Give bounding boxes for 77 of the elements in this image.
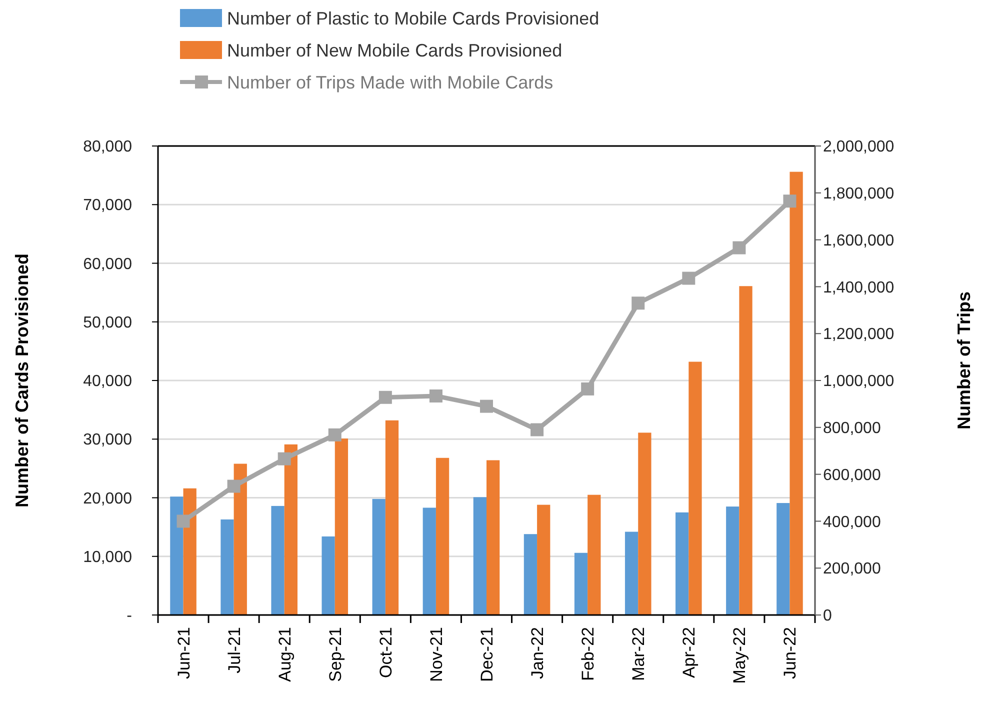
bar <box>473 497 486 615</box>
bar <box>183 488 196 615</box>
x-tick-label: Nov-21 <box>426 627 446 682</box>
bar <box>422 508 436 615</box>
bar <box>676 512 689 615</box>
x-tick-label: Dec-21 <box>478 627 496 682</box>
point <box>581 382 594 396</box>
bar <box>385 420 399 615</box>
point <box>632 296 645 310</box>
point <box>783 194 796 208</box>
y-tick-label: 30,000 <box>83 432 132 449</box>
bar <box>234 464 247 615</box>
x-tick-label: Oct-21 <box>376 627 396 678</box>
y2-tick-label: 1,800,000 <box>823 186 894 202</box>
bar <box>537 504 550 615</box>
x-tick-label: Feb-22 <box>578 627 598 681</box>
bar <box>436 458 450 615</box>
y-tick-label: 40,000 <box>83 373 132 390</box>
bar <box>638 432 652 615</box>
bar <box>170 496 184 615</box>
x-tick-label: Mar-22 <box>629 627 648 681</box>
bar <box>486 460 500 615</box>
x-tick-label: Jun-21 <box>174 627 194 679</box>
point <box>278 452 291 466</box>
bar <box>688 362 702 615</box>
y-tick-label: 10,000 <box>83 548 132 566</box>
y2-tick-label: 0 <box>823 608 832 625</box>
point <box>480 400 493 413</box>
legend-label: Number of Plastic to Mobile Cards Provisioned <box>227 8 600 28</box>
y2-tick-label: 600,000 <box>823 466 881 484</box>
y-tick-label: 70,000 <box>83 197 132 214</box>
point <box>176 514 190 528</box>
x-tick-label: Apr-22 <box>680 627 699 678</box>
bar <box>624 532 638 615</box>
point <box>682 272 696 285</box>
y2-tick-label: 1,200,000 <box>823 326 894 344</box>
y2-tick-label: 1,600,000 <box>823 232 894 250</box>
x-tick-label: Jul-21 <box>224 627 244 674</box>
bar <box>776 503 790 615</box>
point <box>227 480 240 493</box>
point <box>530 423 544 436</box>
bar <box>726 506 740 615</box>
point <box>732 241 746 254</box>
bar <box>334 438 348 615</box>
y2-axis-title: Number of Trips <box>954 291 974 430</box>
x-tick-label: Aug-21 <box>275 627 294 682</box>
legend-label: Number of Trips Made with Mobile Cards <box>227 72 554 92</box>
y2-tick-label: 2,000,000 <box>823 138 894 156</box>
x-tick-label: Jun-22 <box>780 627 800 679</box>
y2-tick-label: 1,400,000 <box>823 279 894 296</box>
y-tick-label: 50,000 <box>83 314 132 332</box>
bar <box>322 536 335 615</box>
bar <box>790 172 803 615</box>
x-tick-label: May-22 <box>730 627 750 684</box>
bar <box>524 534 538 615</box>
bar <box>739 286 752 615</box>
y2-tick-label: 800,000 <box>823 420 881 437</box>
y-tick-label: 20,000 <box>83 490 132 508</box>
bar <box>574 552 588 615</box>
point <box>429 389 442 402</box>
bar <box>271 506 284 615</box>
y-axis-title: Number of Cards Provisioned <box>12 253 32 508</box>
x-tick-label: Sep-21 <box>326 627 345 682</box>
bar <box>588 494 601 615</box>
y-tick-label: 60,000 <box>83 256 132 273</box>
legend-label: Number of New Mobile Cards Provisioned <box>227 40 562 60</box>
bar <box>372 498 386 615</box>
y2-tick-label: 1,000,000 <box>823 373 894 390</box>
y-tick-label: 80,000 <box>83 138 132 156</box>
bar <box>284 444 298 615</box>
y-tick-label: - <box>126 608 132 625</box>
y2-tick-label: 200,000 <box>823 560 881 578</box>
bar <box>220 519 234 615</box>
point <box>328 428 342 442</box>
y2-tick-label: 400,000 <box>823 514 881 531</box>
point <box>378 390 392 404</box>
x-tick-label: Jan-22 <box>528 627 548 679</box>
